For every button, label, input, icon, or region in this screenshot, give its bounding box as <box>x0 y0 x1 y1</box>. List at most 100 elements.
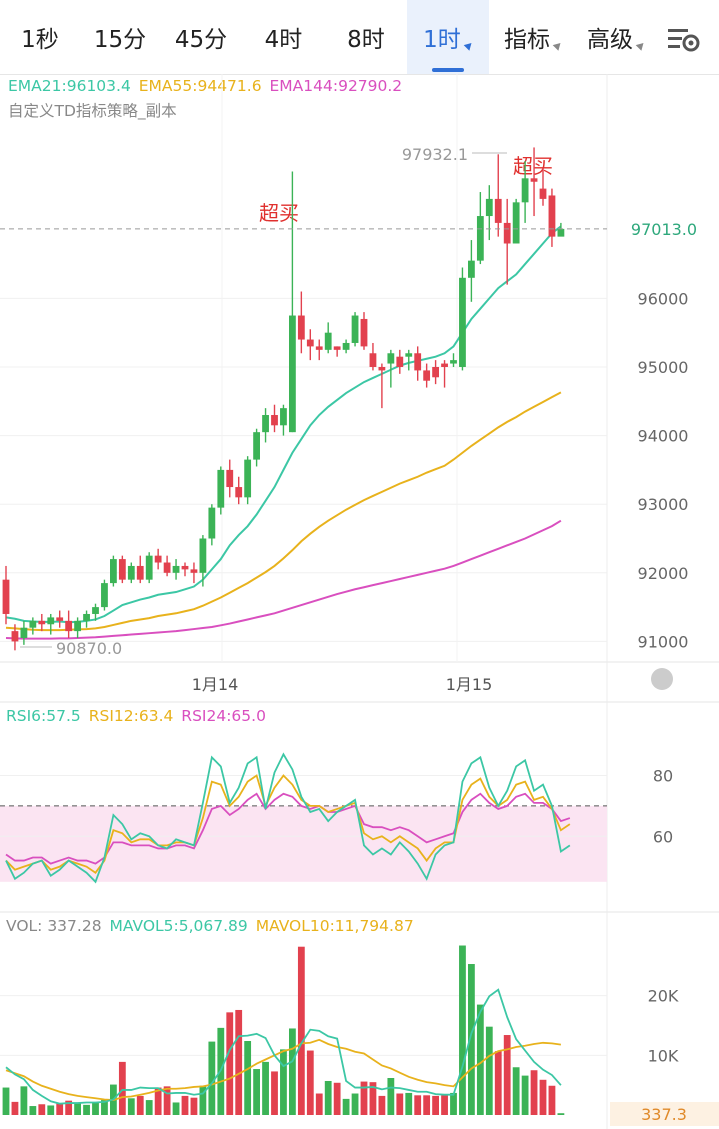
candle <box>485 198 493 217</box>
candle <box>539 188 547 199</box>
kline-chart[interactable]: 91000 92000 93000 94000 95000 96000 97013.0 979… <box>0 74 719 1129</box>
candle <box>83 613 90 621</box>
volume-bar <box>289 1028 296 1115</box>
candle <box>324 332 332 350</box>
ema55-legend: EMA55:94471.6 <box>138 77 262 95</box>
tab-label: 高级 <box>587 27 633 53</box>
ema21-legend: EMA21:96103.4 <box>8 77 131 95</box>
candle <box>297 315 305 340</box>
volume-bar <box>414 1095 422 1115</box>
candle <box>47 617 55 625</box>
volume-bar <box>11 1101 19 1115</box>
candle <box>2 579 10 614</box>
volume-bar <box>208 1041 216 1115</box>
candle <box>110 559 117 584</box>
rsi12-legend: RSI12:63.4 <box>88 707 174 725</box>
volume-bar <box>190 1097 198 1115</box>
candle <box>423 370 431 381</box>
candle <box>163 562 171 573</box>
candle <box>20 627 28 638</box>
tab-label: 1秒 <box>21 27 59 53</box>
volume-bar <box>83 1104 90 1115</box>
y-tick-label: 93000 <box>638 495 689 514</box>
candle <box>92 607 99 614</box>
candle <box>333 346 341 350</box>
volume-bar <box>450 1092 457 1115</box>
candle <box>432 366 439 378</box>
y-tick-label: 10K <box>648 1046 679 1065</box>
tab-7[interactable]: 高级 <box>574 0 658 74</box>
volume-bar <box>2 1087 10 1115</box>
volume-bar <box>280 1049 287 1115</box>
candle <box>29 620 37 628</box>
tab-6[interactable]: 指标 <box>492 0 574 74</box>
volume-bar <box>333 1082 341 1115</box>
candle <box>235 487 243 498</box>
y-tick-label: 92000 <box>638 564 689 583</box>
volume-bar <box>521 1075 529 1115</box>
candle <box>38 620 46 625</box>
volume-bar <box>92 1102 99 1115</box>
ema144-line <box>5 519 562 640</box>
x-tick-label: 1月14 <box>192 675 239 694</box>
candle <box>369 353 377 367</box>
vol-legend: VOL: 337.28 MAVOL5:5,067.89 MAVOL10:11,7… <box>6 917 417 935</box>
candle <box>181 565 189 570</box>
tab-label: 1时 <box>423 27 461 53</box>
volume-bar <box>548 1085 556 1115</box>
tab-1[interactable]: 15分 <box>80 0 160 74</box>
tab-2[interactable]: 45分 <box>160 0 242 74</box>
tab-5[interactable]: 1时 <box>407 0 489 74</box>
last-volume-label: 337.3 <box>641 1105 687 1124</box>
volume-bar <box>351 1093 359 1115</box>
volume-bar <box>530 1070 538 1115</box>
vol-value: VOL: 337.28 <box>6 917 102 935</box>
tab-0[interactable]: 1秒 <box>0 0 80 74</box>
tab-4[interactable]: 8时 <box>325 0 407 74</box>
candle <box>271 415 278 426</box>
volume-bar <box>369 1082 377 1115</box>
y-tick-label: 94000 <box>638 427 689 446</box>
volume-bar <box>494 1051 502 1115</box>
candle <box>65 620 73 632</box>
candle <box>512 202 520 244</box>
candle <box>154 555 162 563</box>
tab-label: 45分 <box>174 27 228 53</box>
candle <box>441 363 448 367</box>
volume-bar <box>101 1100 108 1115</box>
volume-bar <box>476 1004 484 1115</box>
volume-bar <box>235 1009 243 1115</box>
volume-bar <box>297 946 305 1115</box>
candle <box>521 178 529 203</box>
candle <box>101 583 108 608</box>
tab-label: 8时 <box>347 27 385 53</box>
y-tick-label: 96000 <box>638 289 689 308</box>
candle <box>118 559 126 580</box>
volume-bar <box>423 1095 431 1115</box>
volume-bar <box>253 1069 260 1115</box>
volume-bar <box>244 1041 252 1115</box>
candle <box>530 178 538 182</box>
overbought-label: 超买 <box>513 154 553 178</box>
volume-bar <box>145 1100 153 1115</box>
candle <box>199 538 207 573</box>
candle <box>450 360 457 364</box>
candle <box>459 277 466 367</box>
volume-bar <box>485 1026 493 1115</box>
tab-3[interactable]: 4时 <box>242 0 325 74</box>
rsi-line-rsi24 <box>5 792 571 865</box>
candle <box>145 555 153 580</box>
ema144-legend: EMA144:92790.2 <box>269 77 403 95</box>
candle <box>396 356 404 367</box>
volume-bar <box>226 1012 234 1115</box>
chart-settings-icon[interactable] <box>664 22 704 56</box>
candle <box>468 260 475 278</box>
y-tick-label: 91000 <box>638 632 689 651</box>
dropdown-caret-icon <box>635 40 647 51</box>
candle <box>127 565 135 580</box>
collapse-icon-chevron <box>657 746 666 760</box>
candle <box>342 342 350 350</box>
candle <box>315 346 323 350</box>
candle <box>208 507 216 539</box>
candle <box>503 222 511 244</box>
